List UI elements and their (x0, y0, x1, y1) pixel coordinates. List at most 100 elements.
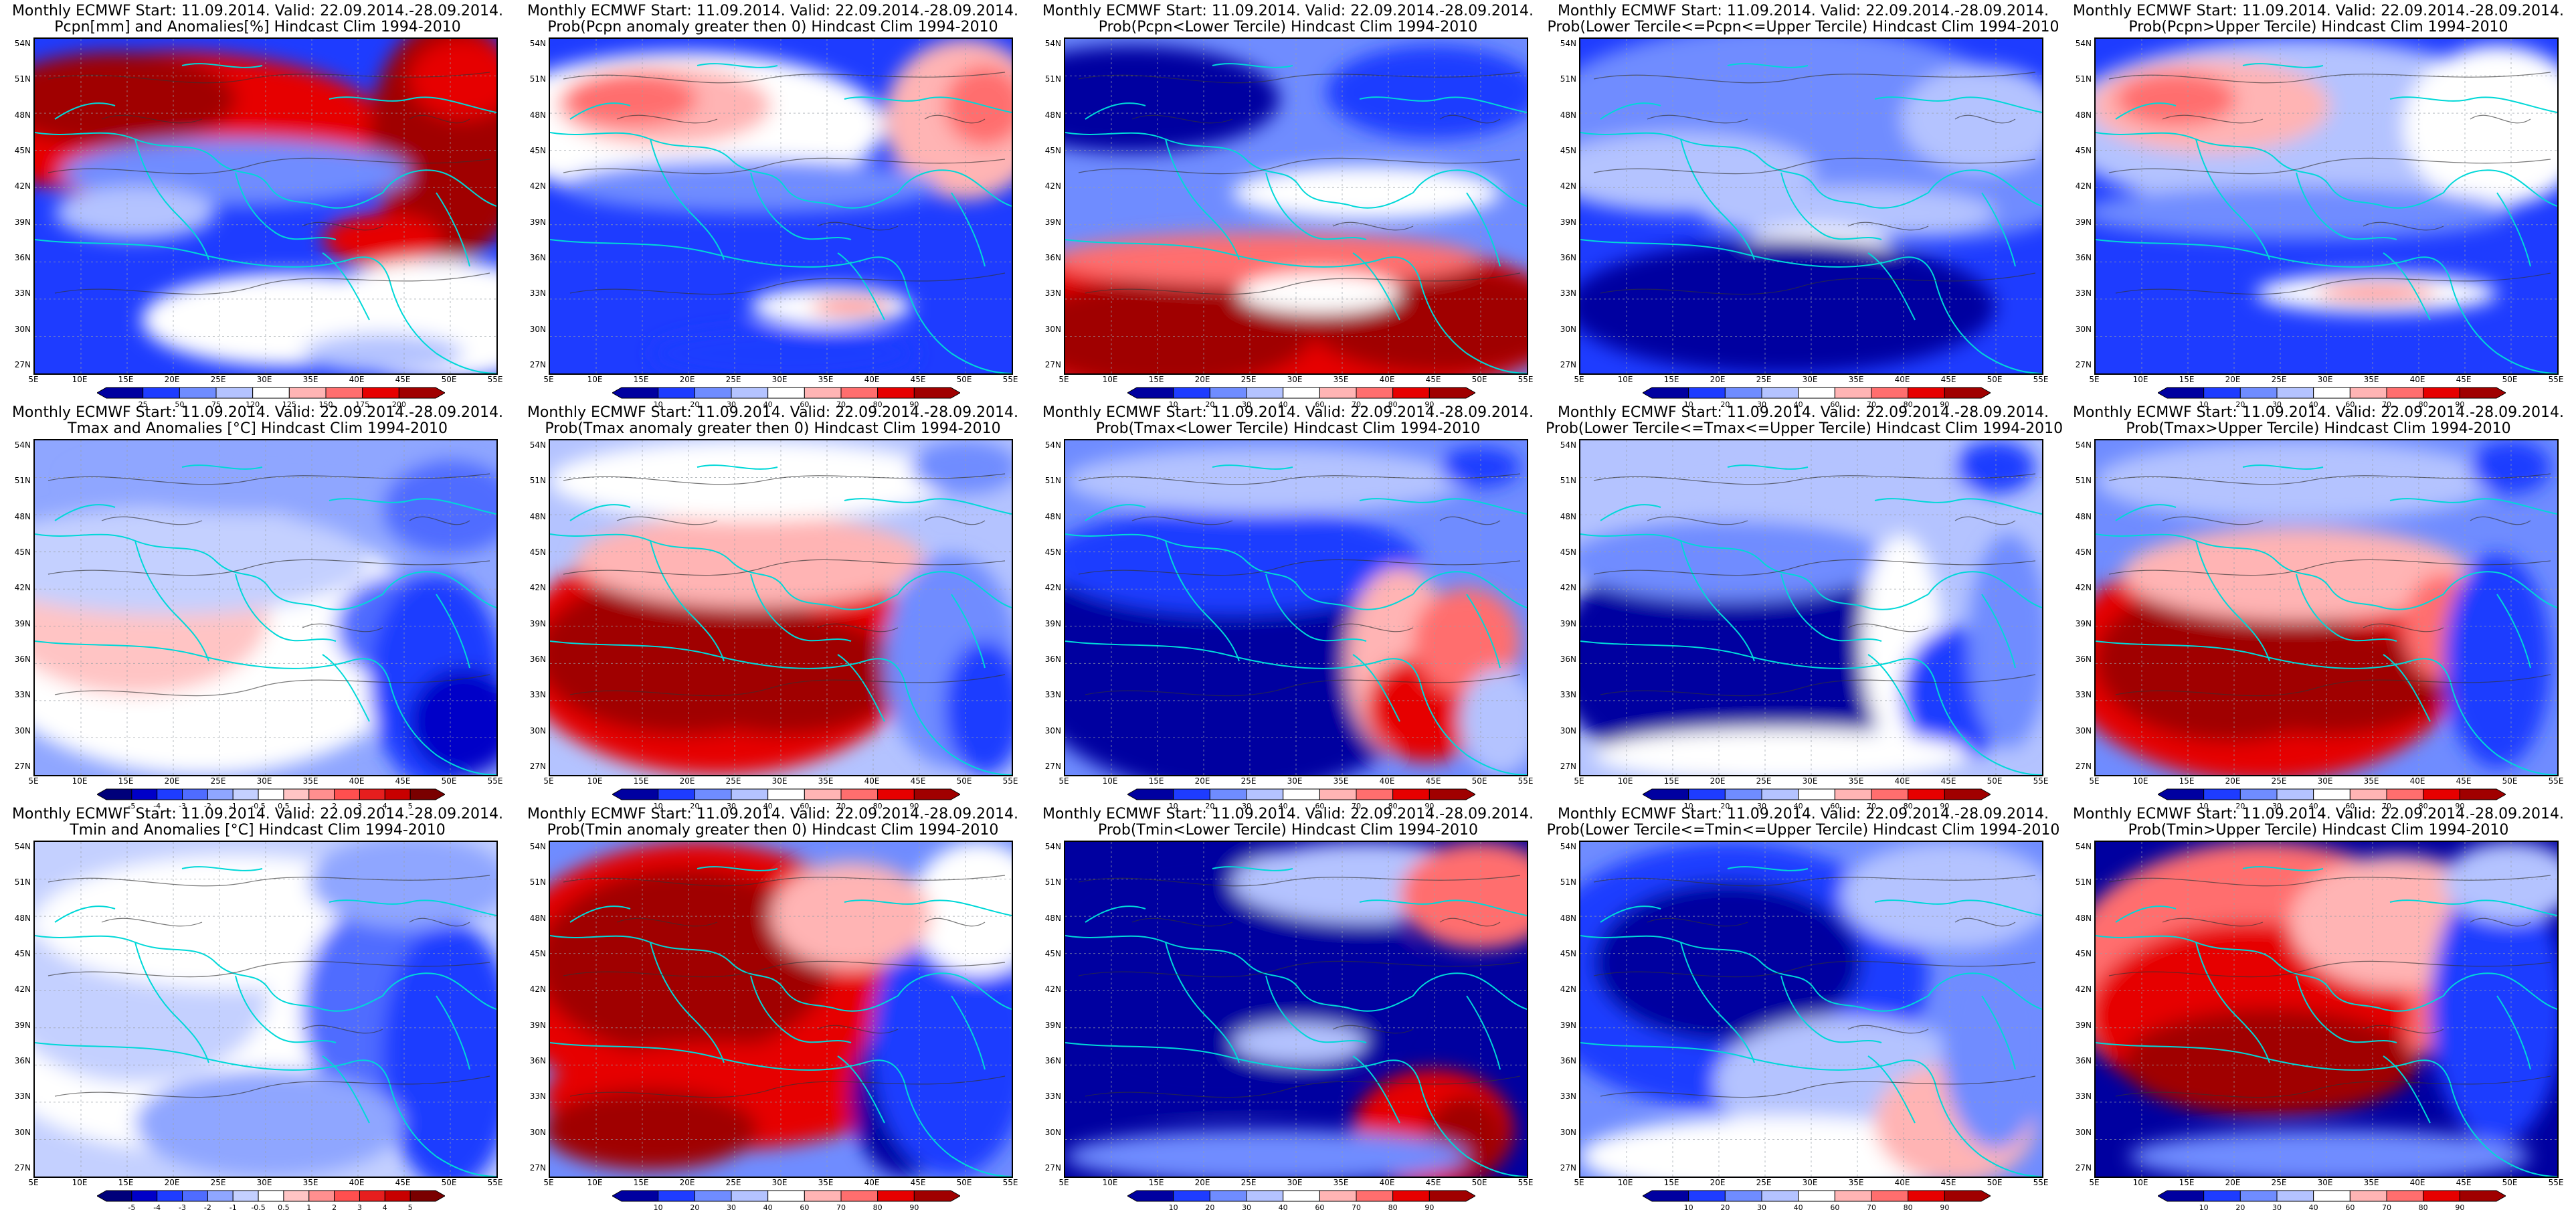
colorbar (97, 387, 445, 399)
contour-line (2108, 875, 2551, 887)
lat-tick-label: 30N (14, 725, 31, 735)
coastline (329, 899, 496, 916)
coastline (2115, 504, 2177, 521)
lat-tick-label: 39N (14, 1020, 31, 1030)
lon-tick-label: 10E (587, 776, 603, 786)
contour-line (48, 960, 490, 978)
field-region (55, 186, 215, 240)
colorbar (1643, 1190, 1991, 1202)
lon-tick-label: 55E (487, 776, 503, 786)
coastline (1085, 102, 1146, 120)
panel-title-line2: Prob(Pcpn<Lower Tercile) Hindcast Clim 1… (1098, 19, 1478, 35)
lon-tick-label: 5E (2089, 375, 2100, 384)
coastline (550, 935, 899, 1012)
contour-line (817, 623, 899, 632)
coastline (844, 899, 1012, 916)
coastline (2296, 172, 2397, 240)
coastline (1580, 239, 2042, 373)
colorbar-swatch (1944, 1190, 1991, 1202)
panel-title-line1: Monthly ECMWF Start: 11.09.2014. Valid: … (2072, 806, 2565, 823)
coastline (550, 132, 899, 209)
contour-line (302, 222, 383, 231)
lon-tick-label: 10E (2132, 375, 2148, 384)
colorbar-swatch (131, 788, 158, 800)
lat-tick-label: 54N (1044, 39, 1061, 48)
contour-line (1078, 559, 1521, 576)
colorbar-swatch (840, 788, 879, 800)
lon-tick-label: 15E (633, 1178, 649, 1187)
coastline (951, 192, 986, 267)
contour-line (924, 114, 986, 124)
panel-title-line1: Monthly ECMWF Start: 11.09.2014. Valid: … (11, 806, 504, 823)
colorbar-swatch (2203, 788, 2241, 800)
coastline (951, 995, 986, 1070)
colorbar-swatch (1724, 788, 1762, 800)
coastline (54, 905, 116, 923)
panel-title-line2: Pcpn[mm] and Anomalies[%] Hindcast Clim … (54, 19, 461, 35)
lon-tick-label: 35E (2363, 1178, 2379, 1187)
colorbar-swatch (1283, 788, 1320, 800)
field-region (945, 641, 1012, 775)
lon-tick-label: 10E (587, 375, 603, 384)
colorbar-label: 150 (318, 400, 333, 409)
contour-line (1600, 272, 2036, 295)
map-plot-area (549, 37, 1013, 375)
colorbar-swatch (1127, 1190, 1174, 1202)
field-region (1400, 842, 1527, 949)
lon-tick-label: 50E (1987, 776, 2003, 786)
lat-tick-label: 30N (529, 324, 546, 334)
colorbar-label: 120 (246, 400, 260, 409)
lon-tick-label: 15E (1148, 375, 1164, 384)
coastline (1265, 574, 1367, 642)
field-region (1065, 233, 1480, 286)
colorbar-label: 40 (1278, 802, 1288, 810)
colorbar-swatch (207, 1190, 234, 1202)
lat-tick-label: 42N (529, 583, 546, 593)
coastline (1928, 571, 2042, 608)
colorbar-swatch (1688, 788, 1726, 800)
lon-tick-label: 5E (1059, 1178, 1069, 1187)
lat-tick-label: 27N (14, 762, 31, 771)
lon-tick-label: 45E (910, 375, 926, 384)
lat-tick-label: 45N (529, 949, 546, 958)
lon-tick-label: 5E (543, 776, 554, 786)
field-region (2116, 72, 2236, 126)
coastline (1600, 905, 1661, 923)
map-panel: Monthly ECMWF Start: 11.09.2014. Valid: … (2061, 803, 2576, 1212)
map-panel: Monthly ECMWF Start: 11.09.2014. Valid: … (1546, 402, 2063, 810)
panel-title-line1: Monthly ECMWF Start: 11.09.2014. Valid: … (1042, 404, 1534, 421)
lat-tick-label: 54N (529, 842, 546, 851)
lon-tick-label: 10E (2132, 1178, 2148, 1187)
contour-line (48, 473, 490, 485)
colorbar-label: 70 (836, 400, 846, 409)
lat-tick-label: 48N (1044, 511, 1061, 521)
lat-tick-label: 54N (1560, 39, 1576, 48)
coastline (2195, 540, 2270, 662)
lon-tick-label: 55E (1002, 1178, 1018, 1187)
contour-line (48, 875, 490, 887)
coastline (181, 63, 263, 68)
panel-title-line2: Prob(Lower Tercile<=Tmax<=Upper Tercile)… (1546, 420, 2063, 437)
lat-tick-label: 54N (1560, 440, 1576, 450)
field-region (2209, 628, 2450, 735)
colorbar-swatch (2276, 1190, 2314, 1202)
field-region (1841, 842, 2042, 949)
map-panel: Monthly ECMWF Start: 11.09.2014. Valid: … (515, 0, 1030, 409)
coastline (436, 594, 470, 669)
lon-tick-label: 20E (679, 375, 695, 384)
lon-tick-label: 35E (1848, 776, 1864, 786)
field-region (68, 447, 470, 514)
panel-title-line1: Monthly ECMWF Start: 11.09.2014. Valid: … (1557, 3, 2049, 19)
lon-tick-label: 50E (1987, 375, 2003, 384)
lat-tick-label: 33N (529, 288, 546, 298)
coastline (1780, 574, 1882, 642)
map-panel: Monthly ECMWF Start: 11.09.2014. Valid: … (1030, 402, 1546, 810)
colorbar-label: 80 (1388, 400, 1398, 409)
lon-tick-label: 35E (302, 776, 318, 786)
colorbar-label: 20 (690, 400, 700, 409)
coastline (2383, 1055, 2431, 1124)
lat-tick-label: 42N (2075, 984, 2092, 994)
lon-tick-label: 40E (864, 1178, 880, 1187)
coastline (2096, 935, 2444, 1012)
lon-tick-label: 25E (1756, 375, 1772, 384)
